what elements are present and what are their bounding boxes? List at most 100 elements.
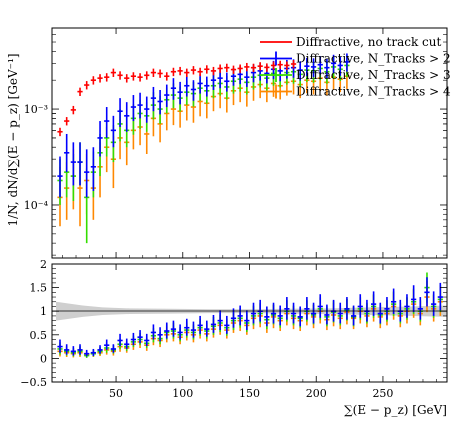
series-no-cut-point — [144, 71, 150, 80]
series-2-point — [157, 90, 163, 115]
series-no-cut-point — [290, 60, 297, 69]
series-2-ratio-point — [190, 321, 197, 338]
series-2-point — [144, 96, 150, 123]
series-2-point — [104, 107, 110, 138]
series-2-ratio-point — [344, 297, 350, 320]
series-2-point — [77, 142, 83, 186]
ratio-panel-frame — [51, 263, 448, 383]
series-2-ratio-point — [70, 346, 76, 356]
series-no-cut-point — [157, 69, 163, 78]
series-no-cut-point — [177, 66, 183, 76]
legend: Diffractive, no track cut Diffractive, N_… — [260, 35, 451, 99]
series-2-ratio-point — [84, 349, 90, 357]
series-2-ratio-point — [124, 338, 130, 349]
series-no-cut-point — [224, 63, 230, 73]
axes: 50 100 150 200 250 10⁻³ 10⁻⁴ −0.5 0 0.5 1 1.5 2 — [20, 28, 447, 400]
series-no-cut-point — [164, 72, 170, 81]
ratio-y-tick-label: 1.5 — [30, 282, 48, 295]
series-2-ratio-point — [270, 302, 277, 324]
series-2-ratio-point — [284, 297, 290, 320]
series-2-point — [297, 61, 303, 81]
legend-label: Diffractive, N_Tracks > 3 — [296, 68, 451, 82]
series-2-ratio-point — [264, 306, 270, 327]
series-2-ratio-point — [391, 288, 397, 315]
series-2-point — [177, 81, 183, 105]
series-2-point — [310, 58, 317, 78]
series-no-cut-point — [244, 62, 250, 72]
series-no-cut-point — [257, 62, 263, 71]
series-2-point — [124, 102, 130, 132]
x-tick-label: 100 — [172, 387, 193, 400]
series-2-ratio-point — [324, 304, 330, 325]
series-no-cut-point — [117, 71, 123, 80]
x-tick-label: 150 — [239, 387, 260, 400]
series-2-point — [184, 76, 190, 97]
series-no-cut-point — [210, 66, 217, 76]
x-axis-title: ∑(E − p_z) [GeV] — [344, 403, 447, 417]
ratio-y-tick-label: −0.5 — [20, 376, 47, 389]
series-2-ratio-point — [224, 315, 230, 334]
top-y-tick-label: 10⁻⁴ — [24, 199, 49, 212]
series-2-ratio-point — [164, 322, 170, 339]
series-no-cut-point — [204, 65, 210, 74]
series-2-ratio-point — [104, 339, 110, 350]
series-no-cut-point — [90, 76, 96, 85]
series-no-cut-point — [230, 65, 237, 74]
series-2-point — [84, 149, 90, 198]
series-2-point — [330, 54, 337, 74]
series-2-ratio-point — [137, 330, 143, 344]
series-no-cut-point — [84, 81, 90, 90]
series-no-cut-point — [184, 68, 190, 77]
top-y-tick-label: 10⁻³ — [24, 103, 48, 116]
series-no-cut-point — [97, 74, 103, 83]
series-no-cut-point — [197, 67, 203, 77]
series-2-ratio-point — [184, 318, 190, 336]
series-2-ratio-point — [144, 333, 150, 347]
series-2-point — [97, 121, 103, 157]
series-2-ratio-point — [384, 297, 390, 320]
series-2-ratio-point — [404, 294, 410, 318]
series-2-ratio-point — [417, 297, 423, 320]
series-2-point — [137, 92, 143, 119]
series-2-point — [224, 72, 230, 92]
legend-label: Diffractive, no track cut — [296, 35, 442, 49]
series-no-cut-point — [217, 64, 223, 73]
series-2-point — [197, 74, 203, 94]
legend-item: Diffractive, N_Tracks > 3 — [260, 68, 451, 82]
series-2-point — [70, 142, 76, 186]
series-2-ratio-point — [177, 324, 183, 340]
series-2-point — [57, 156, 63, 198]
ratio-y-tick-label: 1 — [40, 305, 47, 318]
series-2-point — [304, 57, 310, 77]
series-2-ratio-point — [357, 294, 363, 318]
series-2-point — [204, 76, 210, 97]
series-2-ratio-point — [310, 302, 317, 324]
series-no-cut-point — [110, 68, 116, 77]
series-2-ratio-point — [64, 344, 70, 355]
series-2-ratio-point — [317, 294, 323, 318]
legend-label: Diffractive, N_Tracks > 2 — [296, 52, 451, 66]
series-2-ratio-point — [377, 302, 383, 324]
series-2-ratio-point — [424, 277, 430, 307]
series-no-cut-point — [170, 67, 177, 77]
series-no-cut-point — [70, 105, 76, 115]
series-2-ratio-point — [337, 302, 343, 324]
series-2-point — [244, 68, 250, 87]
series-2-point — [117, 98, 123, 128]
series-no-cut-point — [137, 73, 143, 82]
series-2-point — [337, 56, 343, 76]
series-no-cut-point — [190, 66, 197, 75]
legend-item: Diffractive, N_Tracks > 4 — [260, 84, 451, 99]
series-2-ratio-point — [371, 291, 377, 316]
series-2-ratio-point — [210, 314, 217, 333]
series-2-ratio-point — [97, 345, 103, 354]
series-no-cut-point — [277, 60, 283, 70]
series-2-ratio-point — [217, 310, 223, 331]
x-tick-label: 200 — [306, 387, 327, 400]
legend-item: Diffractive, no track cut — [260, 35, 442, 49]
series-2-ratio-point — [157, 327, 163, 342]
x-tick-label: 50 — [109, 387, 123, 400]
series-2-ratio-point — [350, 305, 357, 326]
series-2-ratio-point — [277, 305, 283, 326]
